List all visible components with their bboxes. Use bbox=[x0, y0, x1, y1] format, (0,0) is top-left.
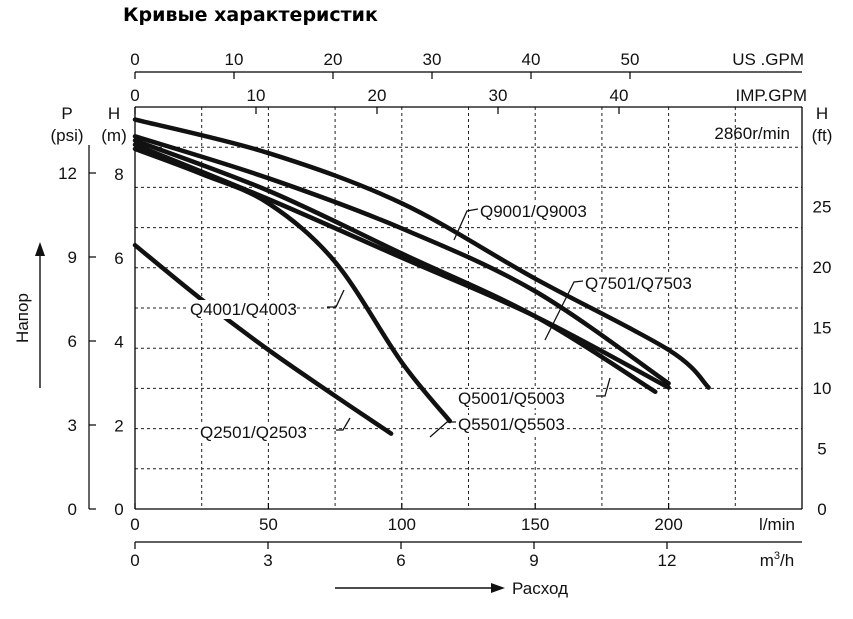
leader-line-q5501-q5503 bbox=[429, 421, 456, 438]
m3h-tick-label: 3 bbox=[263, 551, 272, 570]
curve-labels: Q9001/Q9003 Q7501/Q7503 Q4001/Q4003 Q5001/Q… bbox=[188, 202, 692, 442]
plot-frame bbox=[88, 71, 803, 549]
curve-label-q5501-q5503: Q5501/Q5503 bbox=[458, 415, 565, 434]
pressure-axis-title: P bbox=[61, 104, 72, 123]
head-ft-tick-label: 5 bbox=[817, 440, 826, 459]
curve-label-q4001-q4003: Q4001/Q4003 bbox=[190, 300, 297, 319]
head-m-axis-title: H bbox=[108, 104, 120, 123]
leader-line-q2501-q2503 bbox=[336, 417, 351, 431]
axis-labels: Напор Расход bbox=[13, 242, 568, 598]
m3h-tick-label: 12 bbox=[658, 551, 677, 570]
head-m-axis-unit: (m) bbox=[101, 126, 126, 145]
head-ft-tick-label: 15 bbox=[813, 319, 832, 338]
us-gpm-tick-label: 0 bbox=[130, 50, 139, 69]
imp-gpm-tick-label: 40 bbox=[610, 86, 629, 105]
us-gpm-unit-label: US .GPM bbox=[732, 50, 804, 69]
curve-label-q2501-q2503: Q2501/Q2503 bbox=[200, 423, 307, 442]
speed-label: 2860r/min bbox=[714, 124, 790, 143]
pressure-tick-label: 6 bbox=[68, 332, 77, 351]
head-m-tick-label: 2 bbox=[114, 416, 123, 435]
lmin-tick-label: 100 bbox=[388, 515, 416, 534]
head-ft-tick-label: 20 bbox=[813, 258, 832, 277]
label-bg-q9001-q9003 bbox=[478, 202, 582, 221]
head-m-tick-label: 4 bbox=[114, 333, 123, 352]
imp-gpm-tick-label: 0 bbox=[130, 86, 139, 105]
us-gpm-tick-label: 30 bbox=[423, 50, 442, 69]
imp-gpm-unit-label: IMP.GPM bbox=[736, 86, 807, 105]
us-gpm-tick-label: 20 bbox=[324, 50, 343, 69]
label-bg-q5001-q5003 bbox=[456, 389, 560, 408]
curve-label-q5001-q5003: Q5001/Q5003 bbox=[458, 389, 565, 408]
lmin-tick-label: 50 bbox=[259, 515, 278, 534]
curve-q5001-q5003 bbox=[132, 138, 658, 394]
lmin-tick-label: 150 bbox=[521, 515, 549, 534]
label-bg-q7501-q7503 bbox=[583, 274, 687, 293]
head-ft-tick-label: 25 bbox=[813, 198, 832, 217]
m3h-tick-label: 6 bbox=[396, 551, 405, 570]
head-m-tick-label: 6 bbox=[114, 249, 123, 268]
x-axis-title: Расход bbox=[512, 579, 568, 598]
lmin-unit-label: l/min bbox=[759, 515, 795, 534]
us-gpm-tick-label: 40 bbox=[522, 50, 541, 69]
leader-line-q4001-q4003 bbox=[327, 289, 345, 308]
head-ft-axis-unit: (ft) bbox=[812, 126, 833, 145]
head-ft-axis-title: H bbox=[816, 104, 828, 123]
head-m-tick-label: 8 bbox=[114, 165, 123, 184]
label-bg-q5501-q5503 bbox=[456, 415, 560, 434]
curve-q2501-q2503 bbox=[132, 242, 394, 436]
curve-label-q9001-q9003: Q9001/Q9003 bbox=[480, 202, 587, 221]
pressure-tick-label: 9 bbox=[68, 248, 77, 267]
pressure-tick-label: 12 bbox=[58, 164, 77, 183]
leader-line-q9001-q9003 bbox=[453, 208, 479, 241]
us-gpm-tick-label: 10 bbox=[225, 50, 244, 69]
imp-gpm-tick-label: 30 bbox=[489, 86, 508, 105]
curve-q5501-q5503 bbox=[132, 142, 671, 390]
pump-curves bbox=[132, 117, 711, 436]
pressure-tick-label: 0 bbox=[68, 500, 77, 519]
curve-q7501-q7503 bbox=[132, 134, 671, 386]
leader-line-q5001-q5003 bbox=[596, 377, 611, 397]
head-ft-tick-label: 0 bbox=[817, 500, 826, 519]
label-bg-q4001-q4003 bbox=[188, 300, 292, 319]
curve-label-q7501-q7503: Q7501/Q7503 bbox=[585, 274, 692, 293]
curve-q9001-q9003 bbox=[132, 117, 711, 390]
lmin-tick-label: 200 bbox=[654, 515, 682, 534]
y-axis-title: Напор bbox=[13, 293, 32, 343]
x-axis-arrow-head bbox=[491, 583, 505, 593]
leader-line-q7501-q7503 bbox=[544, 280, 584, 341]
chart-title: Кривые характеристик bbox=[123, 4, 378, 26]
label-bg-q2501-q2503 bbox=[198, 423, 302, 442]
m3h-tick-label: 9 bbox=[529, 551, 538, 570]
us-gpm-tick-label: 50 bbox=[621, 50, 640, 69]
pressure-tick-label: 3 bbox=[68, 416, 77, 435]
pressure-axis-unit: (psi) bbox=[50, 126, 83, 145]
head-ft-tick-label: 10 bbox=[813, 379, 832, 398]
imp-gpm-tick-label: 10 bbox=[247, 86, 266, 105]
m3h-unit-label: m3/h bbox=[760, 550, 794, 570]
imp-gpm-tick-label: 20 bbox=[368, 86, 387, 105]
lmin-tick-label: 0 bbox=[130, 515, 139, 534]
head-m-tick-label: 0 bbox=[114, 500, 123, 519]
y-axis-arrow-head bbox=[35, 242, 45, 256]
m3h-tick-label: 0 bbox=[130, 551, 139, 570]
